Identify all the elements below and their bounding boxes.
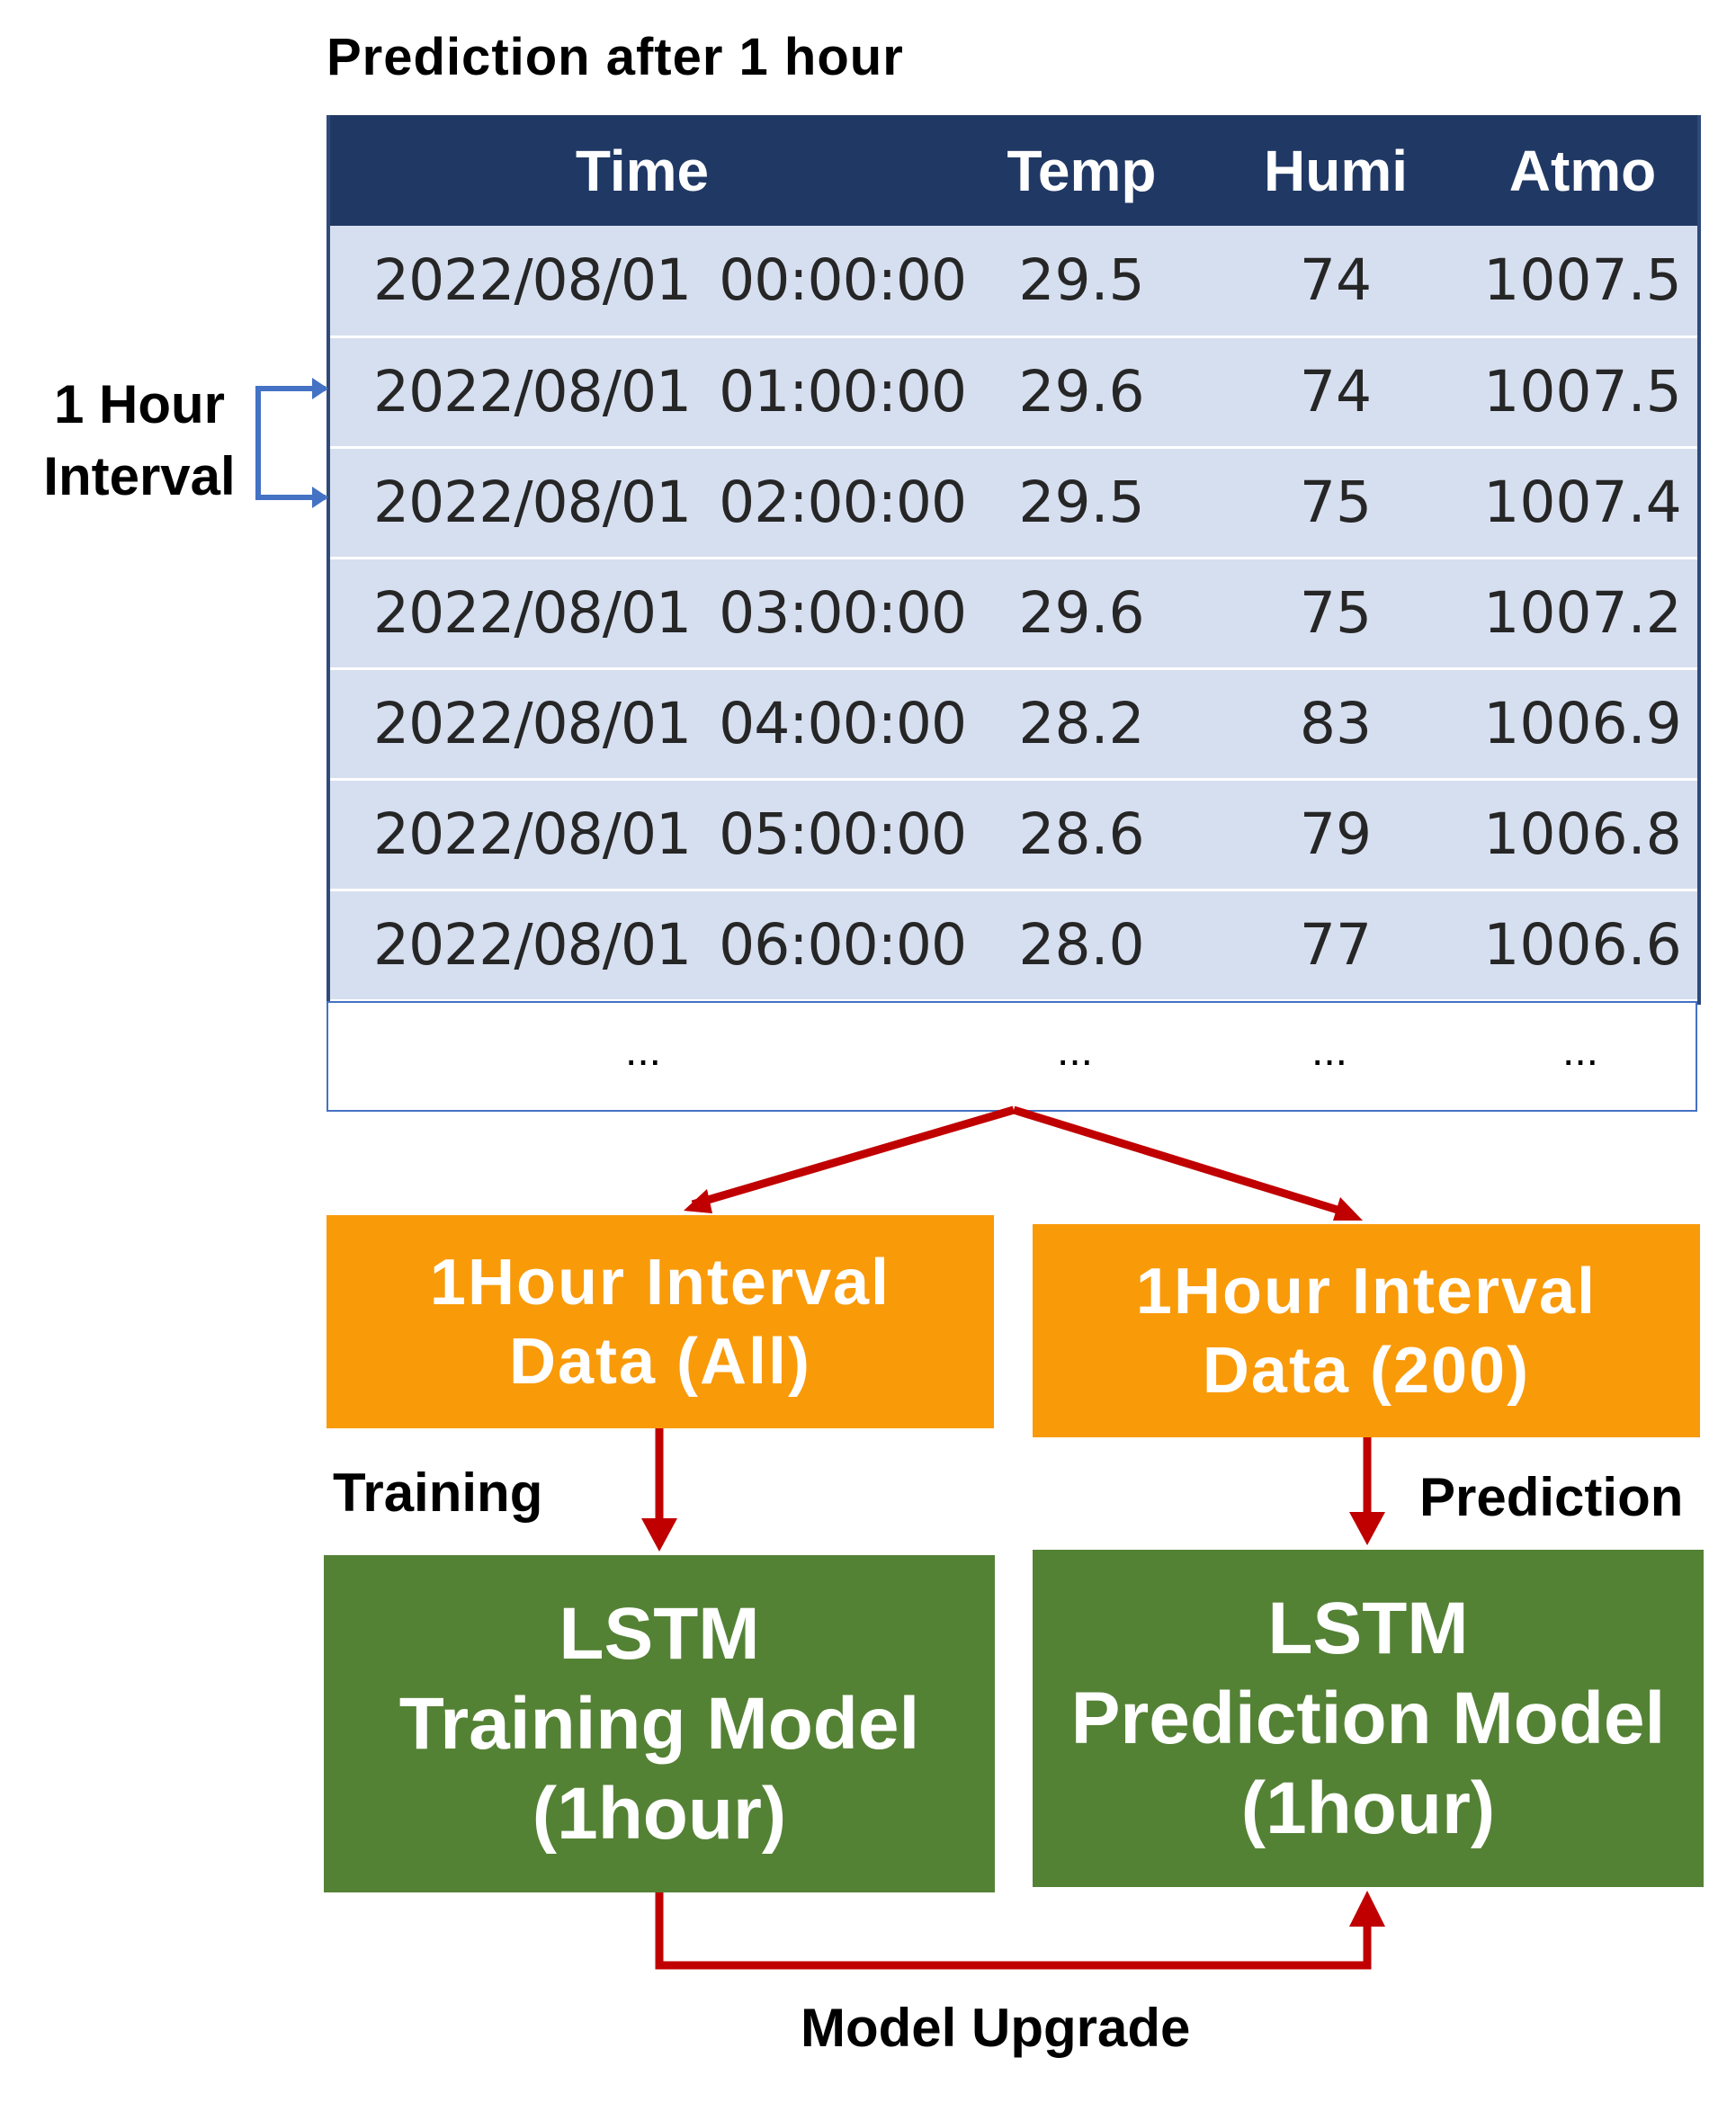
header-temp: Temp [1007, 138, 1157, 203]
cell-atmo: 1006.6 [1466, 890, 1699, 1002]
cell-atmo: 1006.8 [1466, 779, 1699, 891]
cell-humi: 83 [1205, 668, 1466, 781]
prediction-model-box: LSTM Prediction Model (1hour) [1033, 1550, 1704, 1887]
cell-time: 2022/08/01 00:00:00 [327, 226, 967, 338]
table-row: 2022/08/01 06:00:00 28.0 77 1006.6 [327, 890, 1699, 1002]
data-all-box: 1Hour Interval Data (All) [327, 1215, 994, 1428]
cell-time: 2022/08/01 01:00:00 [327, 336, 967, 449]
ellipsis-atmo: ... [1562, 1027, 1599, 1075]
training-model-line3: (1hour) [532, 1772, 787, 1855]
table-row: 2022/08/01 02:00:00 29.5 75 1007.4 [327, 447, 1699, 559]
cell-temp: 29.6 [958, 336, 1205, 449]
cell-humi: 74 [1205, 336, 1466, 449]
training-model-box: LSTM Training Model (1hour) [324, 1555, 995, 1892]
cell-atmo: 1006.9 [1466, 668, 1699, 781]
cell-humi: 77 [1205, 890, 1466, 1002]
model-upgrade-label: Model Upgrade [801, 1998, 1191, 2058]
cell-atmo: 1007.5 [1466, 226, 1699, 338]
bracket-arrowhead-bottom [312, 487, 328, 508]
cell-time: 2022/08/01 04:00:00 [327, 668, 967, 781]
table-ellipsis-row: ... ... ... ... [327, 1001, 1697, 1112]
training-arrow [641, 1428, 677, 1552]
cell-time: 2022/08/01 03:00:00 [327, 558, 967, 670]
cell-humi: 75 [1205, 447, 1466, 559]
prediction-arrow [1349, 1437, 1385, 1545]
header-humi: Humi [1264, 138, 1408, 203]
data-200-box: 1Hour Interval Data (200) [1033, 1224, 1700, 1437]
interval-label: 1 Hour Interval [27, 369, 252, 513]
split-arrowhead-left [684, 1189, 712, 1213]
interval-label-line2: Interval [43, 446, 236, 506]
training-label: Training [333, 1462, 543, 1523]
cell-atmo: 1007.2 [1466, 558, 1699, 670]
cell-humi: 79 [1205, 779, 1466, 891]
training-model-line2: Training Model [398, 1682, 920, 1765]
prediction-model-line3: (1hour) [1240, 1767, 1496, 1849]
table-row: 2022/08/01 01:00:00 29.6 74 1007.5 [327, 336, 1699, 449]
cell-temp: 29.6 [958, 558, 1205, 670]
training-model-line1: LSTM [559, 1592, 760, 1675]
cell-temp: 28.6 [958, 779, 1205, 891]
data-all-line2: Data (All) [508, 1325, 812, 1398]
table-row: 2022/08/01 03:00:00 29.6 75 1007.2 [327, 558, 1699, 670]
cell-temp: 29.5 [958, 447, 1205, 559]
interval-bracket [255, 378, 328, 508]
cell-temp: 28.0 [958, 890, 1205, 1002]
header-time: Time [575, 138, 710, 203]
cell-temp: 28.2 [958, 668, 1205, 781]
table-header-row: Time Temp Humi Atmo [327, 115, 1699, 226]
split-arrow-left [691, 1105, 1016, 1209]
diagram-title: Prediction after 1 hour [327, 28, 904, 86]
bracket-arrowhead-top [312, 378, 328, 399]
cell-atmo: 1007.4 [1466, 447, 1699, 559]
ellipsis-humi: ... [1311, 1027, 1348, 1075]
cell-time: 2022/08/01 06:00:00 [327, 890, 967, 1002]
cell-time: 2022/08/01 05:00:00 [327, 779, 967, 891]
split-arrow-right [1012, 1105, 1354, 1219]
prediction-label: Prediction [1419, 1467, 1684, 1527]
cell-humi: 74 [1205, 226, 1466, 338]
split-arrows [684, 1105, 1363, 1221]
cell-humi: 75 [1205, 558, 1466, 670]
model-upgrade-arrow [655, 1891, 1385, 1970]
prediction-model-line1: LSTM [1267, 1587, 1469, 1669]
data-table: Time Temp Humi Atmo 2022/08/01 00:00:00 2… [327, 115, 1699, 1110]
data-200-line1: 1Hour Interval [1135, 1255, 1597, 1328]
cell-temp: 29.5 [958, 226, 1205, 338]
interval-label-line1: 1 Hour [53, 374, 226, 434]
ellipsis-temp: ... [1057, 1027, 1094, 1075]
cell-atmo: 1007.5 [1466, 336, 1699, 449]
table-row: 2022/08/01 05:00:00 28.6 79 1006.8 [327, 779, 1699, 891]
table-row: 2022/08/01 00:00:00 29.5 74 1007.5 [327, 226, 1699, 338]
table-row: 2022/08/01 04:00:00 28.2 83 1006.9 [327, 668, 1699, 781]
split-arrowhead-right [1333, 1197, 1363, 1221]
ellipsis-time: ... [625, 1027, 662, 1075]
prediction-model-line2: Prediction Model [1070, 1677, 1666, 1759]
header-atmo: Atmo [1508, 138, 1657, 203]
cell-time: 2022/08/01 02:00:00 [327, 447, 967, 559]
data-all-line1: 1Hour Interval [429, 1246, 891, 1319]
data-200-line2: Data (200) [1202, 1334, 1531, 1407]
